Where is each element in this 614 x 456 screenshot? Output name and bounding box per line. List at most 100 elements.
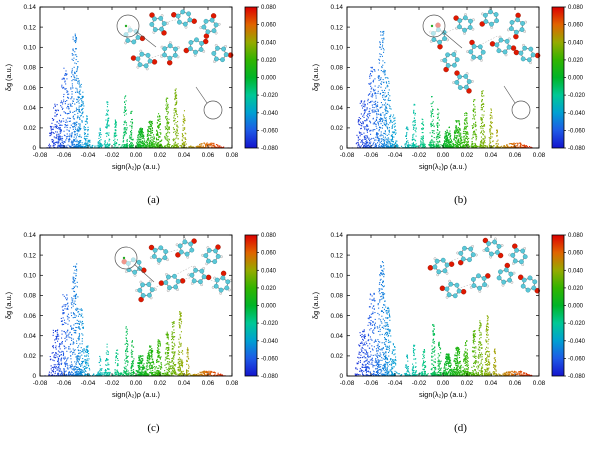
carbon-atom (161, 21, 167, 26)
carbon-atom (162, 46, 168, 52)
carbon-atom (135, 35, 141, 40)
scatter-points (354, 261, 533, 377)
carbon-atom (488, 9, 493, 15)
oxygen-atom (504, 262, 511, 269)
svg-text:0.060: 0.060 (568, 23, 584, 29)
panel-label-a: (a) (147, 194, 160, 206)
carbon-atom (506, 44, 512, 50)
plot-frame: -0.08 -0.06 -0.04 -0.02 0.00 0.02 0.04 0.06 0.08… (311, 4, 546, 171)
oxygen-atom (171, 12, 177, 18)
carbon-atom (462, 15, 468, 21)
annotation-circle (422, 14, 446, 38)
y-axis-label: δg (a.u.) (311, 64, 320, 91)
carbon-atom (484, 247, 490, 252)
oxygen-atom (448, 261, 455, 267)
carbon-atom (454, 282, 460, 288)
carbon-atom (470, 277, 476, 282)
carbon-atom (468, 49, 474, 55)
carbon-atom (178, 249, 184, 255)
magnified-interaction-dot (124, 24, 128, 28)
carbon-atom (173, 284, 179, 290)
svg-text:0.040: 0.040 (261, 40, 277, 46)
svg-text:0: 0 (339, 145, 343, 152)
svg-text:0: 0 (32, 145, 36, 152)
y-axis-label: δg (a.u.) (4, 64, 13, 91)
carbon-atom (460, 256, 466, 262)
plot-frame: -0.08 -0.06 -0.04 -0.02 0.00 0.02 0.04 0.06 0.08… (311, 232, 546, 399)
carbon-atom (214, 277, 220, 283)
carbon-atom (451, 52, 457, 57)
carbon-atom (156, 257, 162, 263)
svg-text:-0.040: -0.040 (261, 111, 279, 117)
svg-text:0.06: 0.06 (509, 152, 522, 159)
carbon-atom (467, 257, 472, 263)
oxygen-atom (158, 280, 165, 286)
svg-text:-0.020: -0.020 (568, 93, 586, 99)
carbon-atom (203, 18, 209, 24)
carbon-atom (520, 56, 526, 62)
carbon-atom (519, 27, 525, 32)
carbon-atom (213, 283, 219, 289)
carbon-atom (489, 21, 494, 27)
carbon-atom (462, 245, 467, 251)
carbon-atom (206, 258, 211, 264)
carbon-atom (180, 9, 186, 15)
svg-text:0.040: 0.040 (568, 40, 584, 46)
carbon-atom (201, 274, 207, 280)
oxygen-atom (191, 238, 197, 244)
oxygen-atom (161, 30, 167, 36)
carbon-atom (515, 17, 521, 23)
carbon-atom (501, 279, 507, 285)
oxygen-atom (148, 244, 155, 251)
svg-text:0.08: 0.08 (24, 65, 37, 72)
carbon-atom (444, 262, 450, 268)
y-axis-label: δg (a.u.) (4, 292, 13, 319)
carbon-atom (177, 243, 183, 249)
carbon-atom (182, 21, 188, 27)
carbon-atom (186, 11, 192, 17)
plot-frame: -0.08 -0.06 -0.04 -0.02 0.00 0.02 0.04 0.06 0.08… (4, 4, 239, 171)
carbon-atom (209, 17, 215, 23)
svg-text:0.02: 0.02 (331, 125, 344, 132)
colorbar: 0.0800.0600.0400.0200.000-0.020-0.040-0.… (244, 233, 279, 380)
svg-text:0.02: 0.02 (461, 152, 474, 159)
colorbar: 0.0800.0600.0400.0200.000-0.020-0.040-0.… (551, 5, 586, 152)
panel-label-c: (c) (147, 422, 160, 434)
svg-text:0.020: 0.020 (261, 58, 277, 64)
nci-plot-c: -0.08 -0.06 -0.04 -0.02 0.00 0.02 0.04 0.06 0.08… (4, 232, 279, 399)
carbon-atom (218, 287, 224, 293)
carbon-atom (132, 269, 138, 275)
svg-text:0.06: 0.06 (202, 152, 215, 159)
svg-text:0.02: 0.02 (154, 152, 167, 159)
carbon-atom (442, 57, 448, 63)
panel-c: -0.08 -0.06 -0.04 -0.02 0.00 0.02 0.04 0.06 0.08… (0, 228, 307, 456)
annotation-circle (114, 246, 138, 270)
carbon-atom (165, 274, 171, 280)
panel-b: -0.08 -0.06 -0.04 -0.02 0.00 0.02 0.04 0.06 0.08… (307, 0, 614, 228)
carbon-atom (481, 276, 487, 281)
svg-text:-0.060: -0.060 (261, 129, 279, 135)
carbon-atom (213, 248, 218, 254)
oxygen-atom (427, 265, 434, 271)
hydrogen-atom (445, 271, 449, 275)
carbon-atom (528, 46, 534, 52)
svg-text:0.14: 0.14 (24, 4, 37, 11)
oxygen-atom (479, 21, 485, 27)
carbon-atom (494, 18, 500, 24)
carbon-atom (444, 286, 450, 292)
oxygen-atom (489, 41, 496, 47)
x-axis-label: sign(λ₂)ρ (a.u.) (419, 162, 467, 171)
oxygen-atom (515, 12, 521, 19)
carbon-atom (149, 21, 155, 27)
carbon-atom (452, 293, 458, 299)
carbon-atom (496, 243, 502, 249)
carbon-atom (508, 26, 514, 31)
carbon-atom (494, 249, 500, 255)
carbon-atom (191, 278, 197, 284)
svg-text:0.12: 0.12 (331, 24, 344, 31)
carbon-atom (167, 55, 173, 61)
svg-text:0.10: 0.10 (331, 45, 344, 52)
carbon-atom (197, 279, 203, 285)
carbon-atom (140, 293, 146, 298)
